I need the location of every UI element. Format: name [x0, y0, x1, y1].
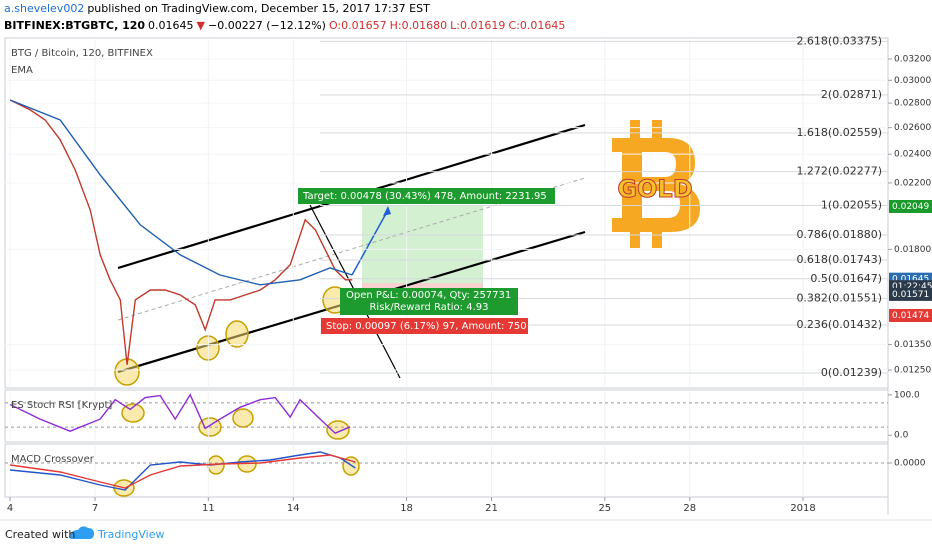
- logo-part: [630, 228, 640, 248]
- stop-box: [321, 318, 528, 334]
- series-line: [9, 99, 353, 286]
- x-tick-label: 28: [683, 503, 696, 514]
- arrow-head: [383, 206, 391, 216]
- x-tick-label: 25: [598, 503, 611, 514]
- author: a.shevelev002: [4, 2, 85, 15]
- fib-label: 0(0.01239): [821, 366, 882, 379]
- x-tick-label: 11: [202, 503, 215, 514]
- fib-label: 2.618(0.03375): [796, 34, 882, 47]
- footer-created: Created with: [5, 528, 75, 541]
- stop-label: Stop: 0.00097 (6.17%) 97, Amount: 750: [326, 321, 527, 332]
- price-badge: [889, 199, 932, 213]
- logo-part: [652, 228, 662, 248]
- y-tick-label: 0.01350: [894, 340, 931, 350]
- y-tick-label: 0.02800: [894, 99, 931, 109]
- direction: ▼: [196, 19, 206, 32]
- pane-title: BTG / Bitcoin, 120, BITFINEX: [11, 48, 153, 59]
- series-line: [9, 393, 351, 435]
- header-line-2: BITFINEX:BTGBTC, 120 0.01645 ▼ −0.00227 (−1…: [4, 17, 568, 34]
- pane-title: MACD Crossover: [11, 454, 95, 465]
- target-box: [298, 188, 555, 204]
- y-tick-label: 0.01250: [894, 366, 931, 376]
- close: C:0.01645: [508, 19, 566, 32]
- published: published on TradingView.com, December 1…: [87, 2, 430, 15]
- y-tick-label: 0.02400: [894, 150, 931, 160]
- fib-label: 0.382(0.01551): [796, 292, 882, 305]
- logo-part: [652, 120, 662, 140]
- bitcoin-logo: [612, 120, 700, 248]
- macd-pane: [4, 443, 889, 498]
- x-tick-label: 4: [7, 503, 13, 514]
- highlight-circle: [232, 408, 254, 428]
- price-badge-label: 0.01474: [892, 311, 929, 321]
- logo-text: GOLD: [617, 175, 692, 203]
- x-tick-label: 2018: [790, 503, 815, 514]
- high: H:0.01680: [389, 19, 448, 32]
- y-tick-label: 0.01800: [894, 245, 931, 255]
- fib-label: 0.5(0.01647): [810, 272, 882, 285]
- arrow: [351, 209, 389, 276]
- footer-brand: TradingView: [97, 528, 164, 541]
- price-badge-label: 0.01645: [892, 275, 929, 285]
- fib-label: 0.236(0.01432): [796, 318, 882, 331]
- target-label: Target: 0.00478 (30.43%) 478, Amount: 22…: [302, 191, 547, 202]
- fib-label: 0.618(0.01743): [796, 253, 882, 266]
- price-badge-label: 0.01571: [892, 290, 929, 300]
- series-line: [10, 454, 356, 489]
- highlight-circle: [225, 320, 249, 348]
- fib-label: 0.786(0.01880): [796, 228, 882, 241]
- x-tick-label: 14: [287, 503, 300, 514]
- logo-b: [612, 138, 700, 232]
- pnl-label: Open P&L: 0.00074, Qty: 257731: [346, 290, 511, 301]
- indicator-label: EMA: [11, 65, 33, 76]
- channel: [117, 123, 586, 379]
- fib-label: 1.272(0.02277): [796, 165, 882, 178]
- series-line: [9, 99, 353, 365]
- highlight-circle: [326, 420, 350, 440]
- low: L:0.01619: [450, 19, 506, 32]
- header: a.shevelev002 published on TradingView.co…: [4, 0, 568, 34]
- price-badge: [889, 308, 932, 322]
- y-tick-label: 100.0: [894, 390, 920, 400]
- price-badge-label: 01:22:45: [892, 282, 932, 292]
- change: −0.00227 (−12.12%): [208, 19, 326, 32]
- open: O:0.01657: [328, 19, 387, 32]
- fib-label: 1(0.02055): [821, 199, 882, 212]
- y-tick-label: 0.03200: [894, 54, 931, 64]
- x-tick-label: 18: [400, 503, 413, 514]
- rr-label: Risk/Reward Ratio: 4.93: [369, 302, 488, 313]
- header-line-1: a.shevelev002 published on TradingView.co…: [4, 0, 568, 17]
- fib-label: 2(0.02871): [821, 88, 882, 101]
- x-tick-label: 7: [92, 503, 98, 514]
- y-tick-label: 0.02600: [894, 123, 931, 133]
- tradingview-logo: [70, 526, 94, 539]
- logo-part: [630, 120, 640, 140]
- last-price: 0.01645: [148, 19, 194, 32]
- y-tick-label: 0.0: [894, 431, 909, 441]
- symbol: BITFINEX:BTGBTC, 120: [4, 19, 146, 32]
- highlight-circle: [121, 403, 145, 423]
- price-badge-label: 0.02049: [892, 202, 929, 212]
- profit-zone: [362, 205, 483, 283]
- pane-title: ES Stoch RSI [Krypt]: [11, 400, 112, 411]
- y-tick-label: 0.03000: [894, 76, 931, 86]
- fib-label: 1.618(0.02559): [796, 126, 882, 139]
- highlights: [113, 286, 360, 497]
- x-tick-label: 21: [485, 503, 498, 514]
- pnl-box: [340, 288, 518, 315]
- y-tick-label: 0.0000: [894, 459, 926, 469]
- y-tick-label: 0.02200: [894, 178, 931, 188]
- price-badge: [889, 287, 932, 301]
